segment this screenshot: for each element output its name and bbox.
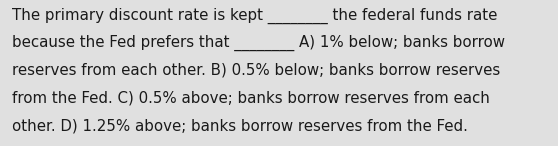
Text: other. D) 1.25% above; banks borrow reserves from the Fed.: other. D) 1.25% above; banks borrow rese… [12, 118, 468, 133]
Text: reserves from each other. B) 0.5% below; banks borrow reserves: reserves from each other. B) 0.5% below;… [12, 63, 501, 78]
Text: from the Fed. C) 0.5% above; banks borrow reserves from each: from the Fed. C) 0.5% above; banks borro… [12, 91, 490, 106]
Text: The primary discount rate is kept ________ the federal funds rate: The primary discount rate is kept ______… [12, 7, 498, 24]
Text: because the Fed prefers that ________ A) 1% below; banks borrow: because the Fed prefers that ________ A)… [12, 35, 506, 51]
